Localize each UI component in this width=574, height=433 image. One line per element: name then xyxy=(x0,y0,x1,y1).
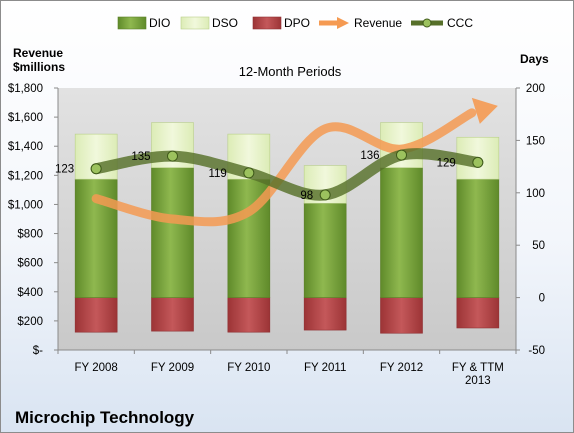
bar-dio xyxy=(456,178,500,298)
y-right-tick-label: 150 xyxy=(526,135,545,147)
bar-dpo xyxy=(456,297,500,329)
ccc-point xyxy=(472,156,484,168)
y-left-tick-label: $1,000 xyxy=(8,199,43,211)
x-tick-label: FY 2011 xyxy=(304,362,346,374)
ccc-point xyxy=(396,149,407,161)
y-left-tick-label: $- xyxy=(33,345,43,357)
y-left-tick-label: $1,400 xyxy=(8,141,43,153)
y-left-tick-label: $1,600 xyxy=(8,112,43,124)
bar-dpo xyxy=(151,297,194,332)
y-right-tick-label: 100 xyxy=(526,188,545,200)
legend-swatch-dso xyxy=(180,16,210,30)
ccc-data-label: 119 xyxy=(208,168,226,180)
x-tick-label: FY 2008 xyxy=(75,362,118,374)
ccc-data-label: 129 xyxy=(437,157,456,169)
ccc-point xyxy=(243,167,255,179)
x-tick-label: FY 2012 xyxy=(380,362,423,374)
y-left-tick-label: $400 xyxy=(17,287,43,299)
ccc-point xyxy=(167,150,178,162)
bar-dio xyxy=(151,167,194,298)
ccc-data-label: 136 xyxy=(360,150,379,162)
y-left-axis-title: Revenue xyxy=(13,46,63,60)
revenue-arrowhead xyxy=(471,97,498,124)
ccc-data-label: 98 xyxy=(300,190,313,202)
legend-label-dso: DSO xyxy=(212,16,238,30)
bar-dpo xyxy=(380,297,423,334)
chart-title: 12-Month Periods xyxy=(239,64,342,79)
bar-dpo xyxy=(303,297,347,331)
x-tick-label: FY 2010 xyxy=(227,362,270,374)
bar-dio xyxy=(303,202,347,298)
x-tick-label: FY 2009 xyxy=(151,362,194,374)
y-left-tick-label: $1,200 xyxy=(8,170,43,182)
y-left-tick-label: $800 xyxy=(17,229,43,241)
legend-label-dio: DIO xyxy=(149,16,170,30)
y-left-tick-label: $600 xyxy=(17,258,43,270)
legend-arrow-revenue xyxy=(337,17,349,29)
bar-dpo xyxy=(227,297,271,333)
legend-swatch-dio xyxy=(117,16,147,30)
revenue-line xyxy=(91,108,477,227)
y-left-tick-label: $1,800 xyxy=(8,83,43,95)
company-name: Microchip Technology xyxy=(15,408,195,427)
x-tick-label: 2013 xyxy=(465,375,491,387)
ccc-point xyxy=(90,163,102,175)
y-left-axis-title: $millions xyxy=(13,60,65,74)
bar-dpo xyxy=(74,297,118,333)
y-right-tick-label: 0 xyxy=(539,293,545,305)
legend-swatch-dpo xyxy=(252,16,282,30)
ccc-point xyxy=(319,189,331,201)
legend-label-dpo: DPO xyxy=(284,16,310,30)
y-right-tick-label: 200 xyxy=(526,83,545,95)
y-left-tick-label: $200 xyxy=(17,316,43,328)
y-right-tick-label: -50 xyxy=(528,345,545,357)
legend-label-ccc: CCC xyxy=(447,16,473,30)
y-right-axis-title: Days xyxy=(520,52,549,66)
legend: DIO DSO DPO Revenue CCC xyxy=(117,16,473,30)
legend-label-revenue: Revenue xyxy=(354,16,402,30)
y-right-tick-label: 50 xyxy=(532,240,545,252)
bar-dio xyxy=(380,167,423,298)
ccc-data-label: 123 xyxy=(55,164,74,176)
legend-dot-ccc xyxy=(422,18,432,28)
ccc-data-label: 135 xyxy=(131,151,150,163)
x-tick-label: FY & TTM xyxy=(452,362,504,374)
